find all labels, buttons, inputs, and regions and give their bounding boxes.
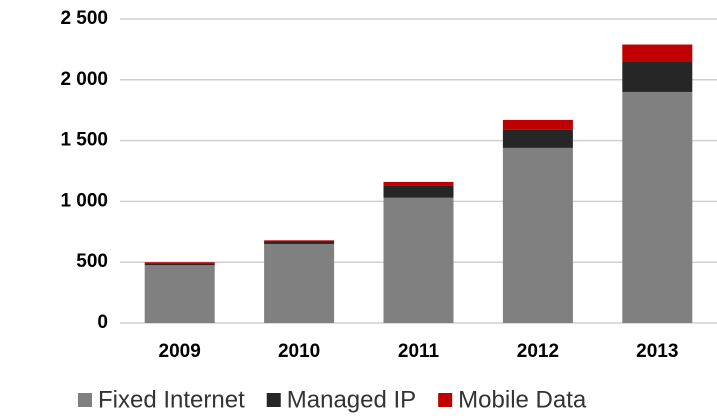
y-tick-label: 1 500	[60, 130, 108, 151]
bar-segment	[144, 263, 215, 266]
legend-swatch	[78, 393, 92, 407]
y-tick-label: 1 000	[60, 190, 108, 211]
x-tick-label: 2013	[636, 341, 678, 362]
bar-segment	[144, 262, 215, 264]
legend-label: Fixed Internet	[98, 386, 245, 413]
legend-label: Managed IP	[287, 386, 416, 413]
bar-segment	[502, 119, 573, 130]
bar-segment	[622, 61, 693, 92]
bar-segment	[383, 181, 454, 186]
legend-swatch	[266, 393, 281, 407]
legend-swatch	[438, 393, 453, 407]
legend-label: Mobile Data	[458, 386, 587, 413]
bar-segment	[264, 240, 335, 242]
bar-segment	[264, 241, 335, 244]
bar-segment	[502, 129, 573, 148]
bar-segment	[383, 185, 454, 198]
bar-segment	[622, 91, 693, 324]
x-tick-label: 2012	[517, 341, 559, 362]
y-tick-label: 2 500	[60, 8, 108, 29]
bar-segment	[144, 265, 215, 323]
x-tick-label: 2011	[398, 341, 440, 362]
bar-segment	[622, 44, 693, 62]
bar-segment	[264, 243, 335, 323]
bar-segment	[383, 197, 454, 323]
y-tick-label: 500	[76, 251, 108, 272]
y-tick-label: 2 000	[60, 69, 108, 90]
bar-segment	[502, 147, 573, 323]
y-tick-label: 0	[97, 312, 108, 333]
x-tick-label: 2010	[278, 341, 320, 362]
x-tick-label: 2009	[159, 341, 201, 362]
